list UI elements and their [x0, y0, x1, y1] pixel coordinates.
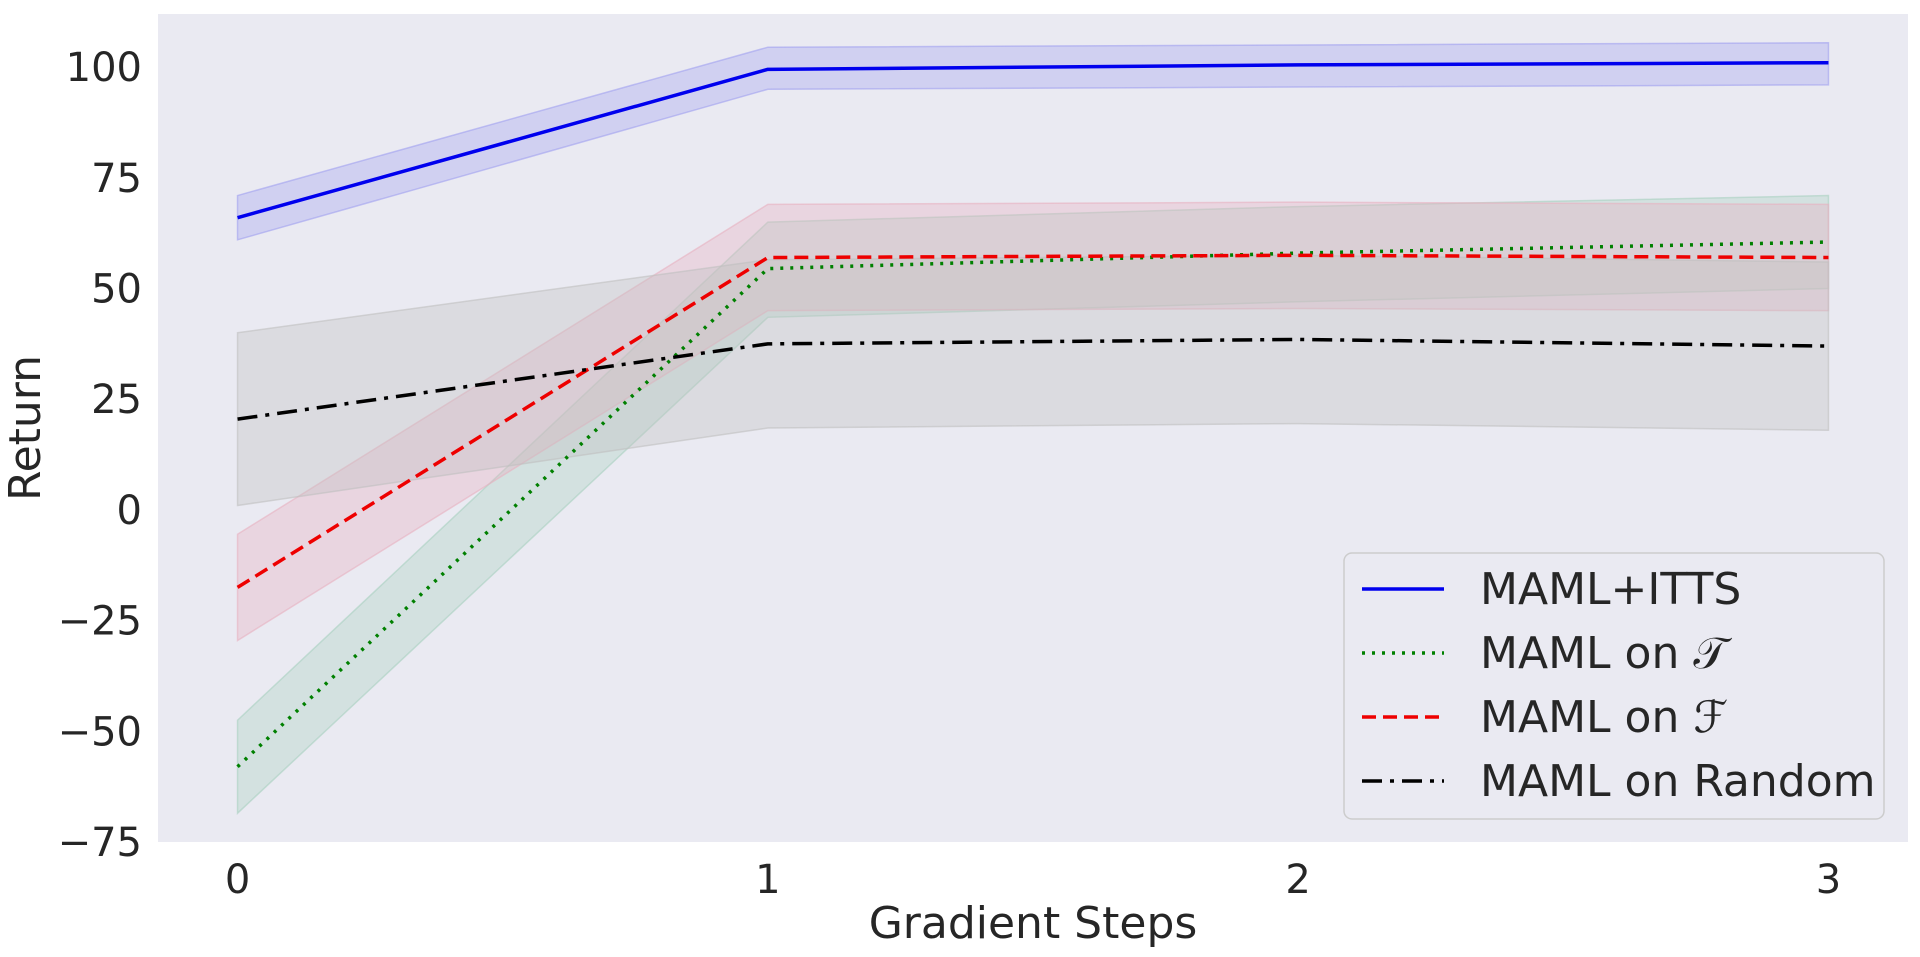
legend: MAML+ITTS MAML on 𝒯 MAML on ℱ MAML on Rando… [1343, 552, 1885, 820]
y-tick-label: −50 [58, 709, 142, 755]
series-line-1 [236, 240, 1829, 769]
legend-entry-1: MAML on 𝒯 [1480, 628, 1732, 679]
y-tick-label: 100 [66, 45, 142, 91]
y-tick-label: −75 [58, 820, 142, 866]
x-tick-label: 1 [755, 857, 780, 903]
y-tick-label: 50 [91, 267, 142, 313]
y-axis-ticks: −75 −50 −25 0 25 50 75 100 [58, 45, 142, 866]
series-line-2 [236, 253, 1829, 589]
legend-entry-3: MAML on Random [1480, 756, 1875, 807]
x-tick-label: 2 [1285, 857, 1310, 903]
x-tick-label: 0 [225, 857, 250, 903]
series-line-0 [237, 60, 1829, 220]
x-axis-ticks: 0 1 2 3 [225, 857, 1841, 903]
y-tick-label: −25 [58, 599, 142, 645]
confidence-bands [236, 42, 1830, 815]
series-line-3 [237, 337, 1829, 421]
y-tick-label: 0 [117, 488, 142, 534]
x-axis-label: Gradient Steps [869, 898, 1198, 949]
legend-entry-2: MAML on ℱ [1480, 692, 1728, 743]
series-lines [236, 60, 1829, 769]
legend-box [1343, 552, 1885, 820]
legend-entry-0: MAML+ITTS [1480, 564, 1741, 615]
y-axis-label: Return [0, 355, 51, 501]
y-tick-label: 25 [91, 377, 142, 423]
band-0 [236, 42, 1830, 241]
y-tick-label: 75 [91, 156, 142, 202]
x-tick-label: 3 [1816, 857, 1841, 903]
